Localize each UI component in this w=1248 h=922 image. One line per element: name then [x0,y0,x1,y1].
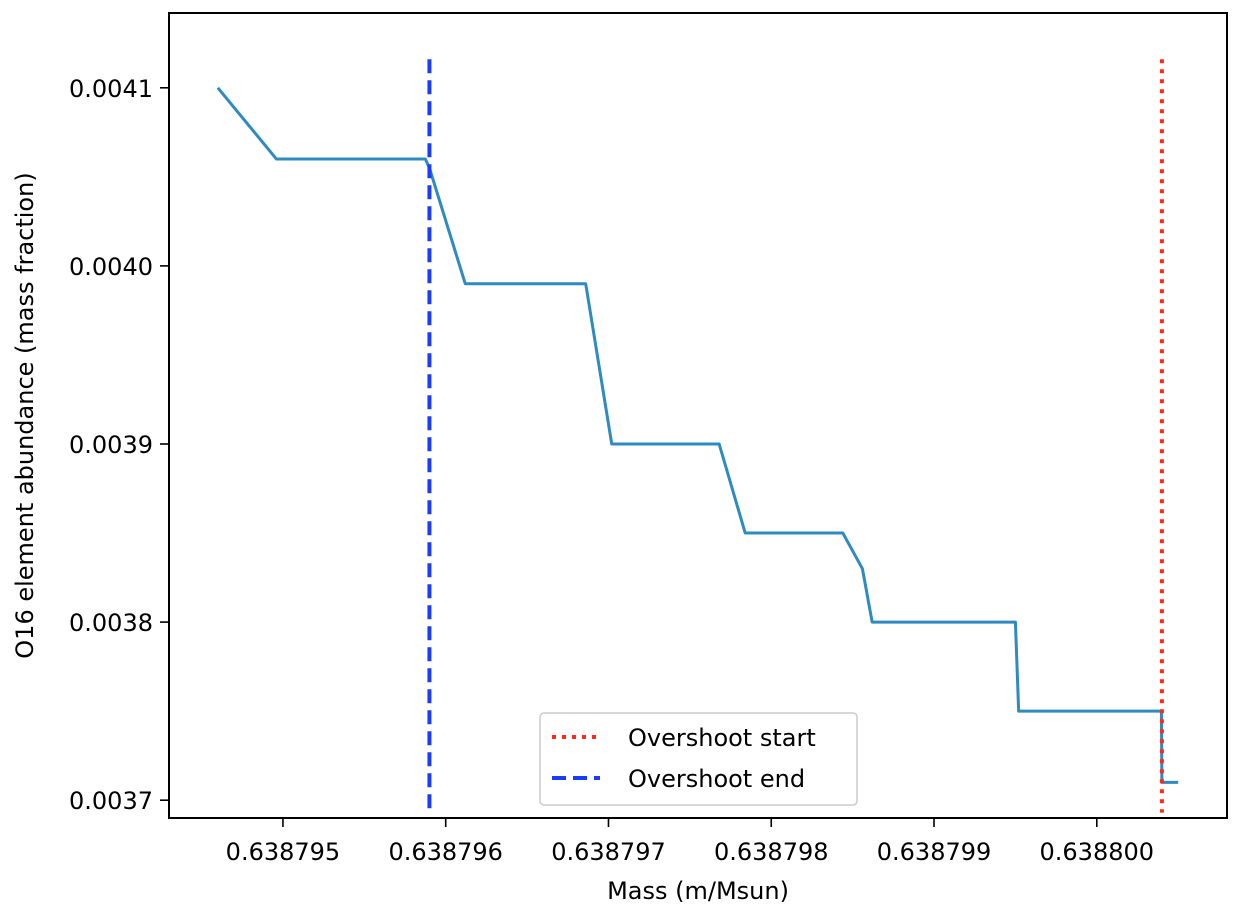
legend-label-overshoot-end: Overshoot end [628,765,805,793]
legend-box [539,712,858,806]
y-tick-label: 0.0040 [69,253,153,281]
legend: Overshoot start Overshoot end [539,712,858,806]
x-tick-label: 0.638800 [1040,838,1155,866]
y-tick-label: 0.0039 [69,431,153,459]
y-axis-label: O16 element abundance (mass fraction) [11,172,39,658]
y-tick-label: 0.0037 [69,787,153,815]
y-tick-label: 0.0038 [69,609,153,637]
y-axis-ticks: 0.0037 0.0038 0.0039 0.0040 0.0041 [69,75,169,815]
y-tick-label: 0.0041 [69,75,153,103]
x-tick-label: 0.638795 [226,838,341,866]
x-axis-label: Mass (m/Msun) [607,877,789,905]
plot-area [168,12,1228,819]
x-tick-label: 0.638799 [877,838,992,866]
legend-label-overshoot-start: Overshoot start [628,724,816,752]
axes-frame [168,12,1228,819]
x-axis-ticks: 0.638795 0.638796 0.638797 0.638798 0.638799… [226,818,1154,866]
x-tick-label: 0.638798 [714,838,829,866]
x-tick-label: 0.638797 [551,838,666,866]
x-tick-label: 0.638796 [388,838,503,866]
